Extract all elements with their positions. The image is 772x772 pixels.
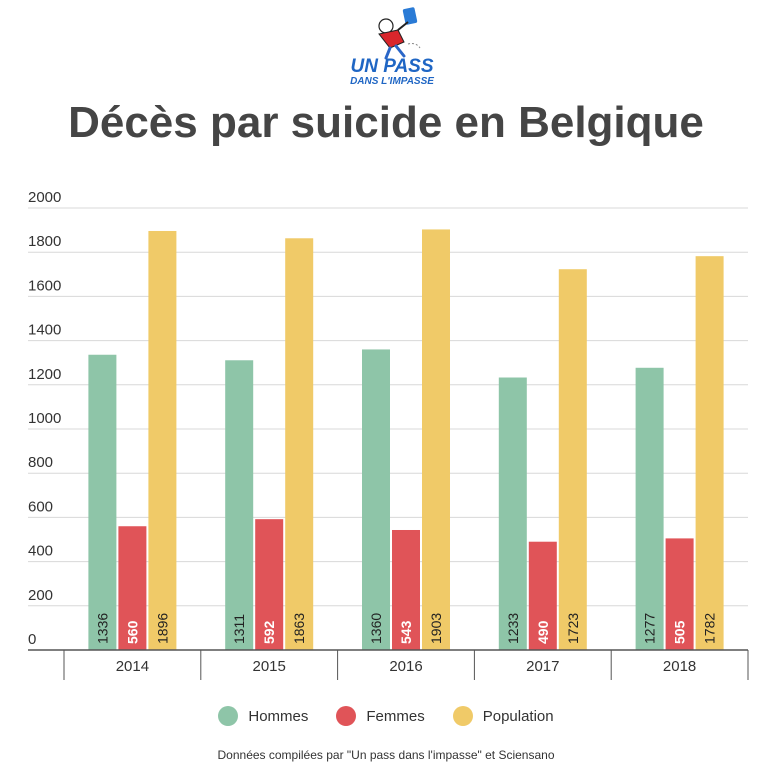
bar-femmes-2017 [528, 541, 557, 650]
y-tick-label: 1800 [28, 233, 61, 250]
bar-value-label: 592 [261, 620, 277, 644]
bar-hommes-2018 [635, 367, 664, 650]
bar-femmes-2014 [118, 526, 147, 650]
y-axis: 0 200 400 600 800 1000 1200 1400 1600 1800 2000 [28, 189, 61, 648]
bar-hommes-2014 [88, 354, 117, 650]
bar-value-label: 490 [535, 620, 551, 644]
bar-hommes-2015 [225, 360, 254, 650]
y-tick-label: 400 [28, 543, 53, 560]
y-tick-label: 2000 [28, 189, 61, 206]
bar-population-2014 [148, 230, 177, 650]
legend-item-femmes: Femmes [336, 706, 425, 726]
legend-swatch [336, 706, 357, 726]
y-tick-label: 1200 [28, 366, 61, 383]
y-tick-label: 800 [28, 454, 53, 471]
legend-item-population: Population [452, 706, 554, 726]
y-tick-label: 1000 [28, 410, 61, 427]
bar-value-label: 1277 [642, 613, 658, 644]
bar-chart: 0 200 400 600 800 1000 1200 1400 1600 1800 2000 13… [28, 189, 749, 680]
y-tick-label: 600 [28, 498, 53, 515]
bar-value-label: 1233 [505, 613, 521, 644]
y-tick-label: 1600 [28, 277, 61, 294]
logo-line1: UN PASS [350, 56, 433, 77]
bar-population-2017 [558, 269, 587, 650]
bar-femmes-2018 [665, 538, 694, 650]
bar-population-2016 [422, 229, 450, 650]
y-tick-label: 1400 [28, 322, 61, 339]
bars: 1336 560 1896 1311 592 1863 1360 543 1903 1233 490… [88, 229, 724, 651]
x-category-label: 2017 [526, 658, 559, 675]
bar-hommes-2016 [362, 349, 390, 650]
bar-value-label: 560 [124, 620, 140, 644]
bar-population-2015 [285, 238, 314, 651]
bar-population-2018 [695, 256, 724, 650]
mascot-icon [378, 7, 421, 60]
legend-swatch [452, 706, 473, 726]
bar-value-label: 543 [398, 620, 414, 644]
legend-swatch [218, 706, 239, 726]
bar-value-label: 1863 [291, 613, 307, 644]
legend: Hommes Femmes Population [0, 706, 772, 726]
y-tick-label: 0 [28, 631, 36, 648]
bar-femmes-2016 [392, 529, 420, 650]
bar-value-label: 1360 [368, 613, 384, 644]
bar-value-label: 1903 [428, 613, 444, 644]
bar-value-label: 1782 [702, 613, 718, 644]
un-pass-dans-l-impasse-logo: UN PASS DANS L'IMPASSE [350, 7, 434, 87]
bar-value-label: 1896 [154, 613, 170, 644]
bar-femmes-2015 [255, 519, 284, 650]
x-category-label: 2018 [663, 658, 696, 675]
y-tick-label: 200 [28, 587, 53, 604]
bar-value-label: 1723 [565, 613, 581, 644]
source-note: Données compilées par "Un pass dans l'im… [217, 748, 555, 762]
bar-value-label: 1311 [231, 614, 247, 644]
x-category-label: 2016 [389, 658, 422, 675]
legend-label: Hommes [248, 707, 309, 725]
x-category-label: 2014 [116, 658, 149, 675]
bar-value-label: 1336 [94, 613, 110, 644]
bar-value-label: 505 [672, 620, 688, 644]
legend-label: Population [482, 707, 554, 725]
x-axis: 2014 2015 2016 2017 2018 [28, 649, 749, 680]
x-category-label: 2015 [253, 658, 286, 675]
bar-hommes-2017 [498, 377, 527, 650]
logo-line2: DANS L'IMPASSE [350, 76, 434, 87]
legend-label: Femmes [366, 707, 425, 725]
chart-title: Décès par suicide en Belgique [68, 98, 704, 147]
legend-item-hommes: Hommes [218, 706, 308, 726]
